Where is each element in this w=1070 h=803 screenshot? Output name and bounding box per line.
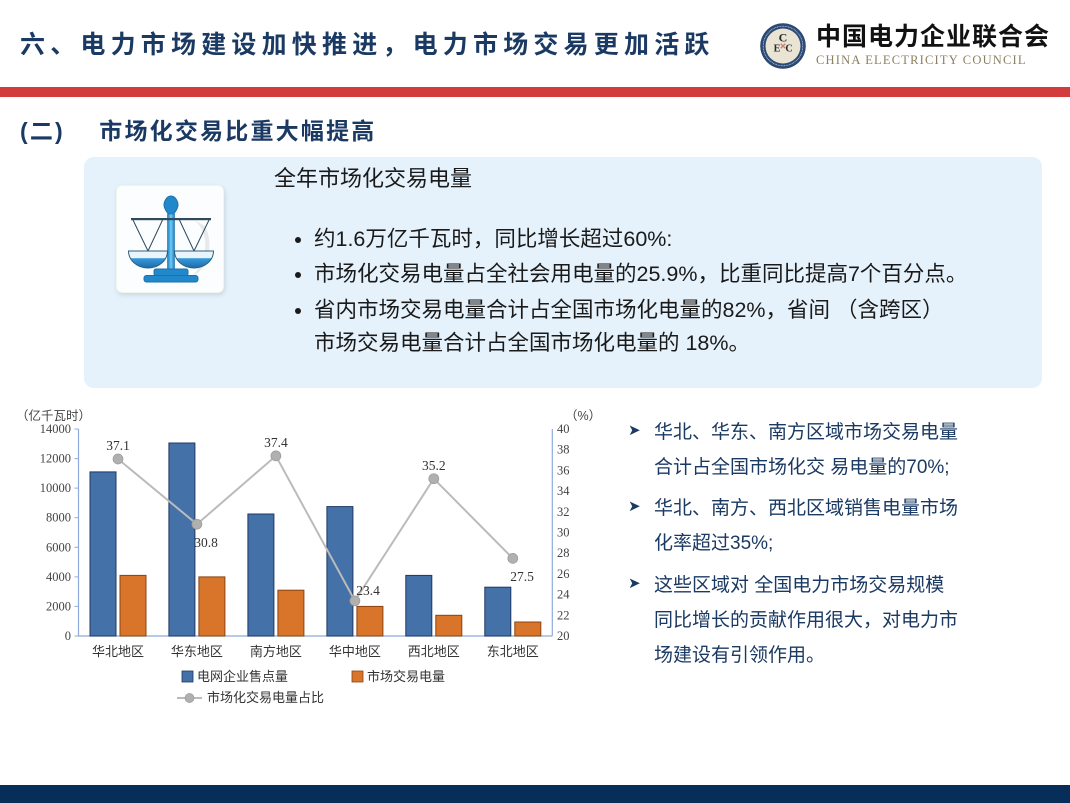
svg-text:华北地区: 华北地区: [92, 644, 144, 659]
svg-text:C: C: [779, 30, 788, 44]
svg-text:E: E: [774, 44, 781, 55]
svg-text:24: 24: [557, 588, 570, 602]
svg-text:市场交易电量: 市场交易电量: [367, 669, 445, 684]
svg-text:（%）: （%）: [565, 409, 600, 423]
svg-text:32: 32: [557, 505, 570, 519]
svg-text:东北地区: 东北地区: [487, 644, 539, 659]
svg-text:40: 40: [557, 422, 570, 436]
svg-text:南方地区: 南方地区: [250, 644, 302, 659]
svg-text:4000: 4000: [46, 570, 71, 584]
svg-text:27.5: 27.5: [510, 569, 534, 584]
svg-text:26: 26: [557, 567, 570, 581]
svg-text:28: 28: [557, 546, 570, 560]
svg-text:电网企业售点量: 电网企业售点量: [197, 669, 288, 684]
svg-text:23.4: 23.4: [356, 583, 380, 598]
svg-text:36: 36: [557, 463, 570, 477]
svg-text:22: 22: [557, 608, 570, 622]
svg-text:2000: 2000: [46, 599, 71, 613]
svg-text:华东地区: 华东地区: [171, 644, 223, 659]
svg-text:34: 34: [557, 484, 570, 498]
svg-text:西北地区: 西北地区: [408, 644, 460, 659]
svg-text:30: 30: [557, 526, 570, 540]
svg-text:10000: 10000: [40, 481, 71, 495]
svg-text:20: 20: [557, 629, 570, 643]
svg-text:12000: 12000: [40, 452, 71, 466]
svg-text:8000: 8000: [46, 511, 71, 525]
svg-text:38: 38: [557, 443, 570, 457]
svg-text:0: 0: [65, 629, 71, 643]
svg-text:37.1: 37.1: [106, 438, 130, 453]
svg-text:35.2: 35.2: [422, 458, 446, 473]
svg-text:（亿千瓦时）: （亿千瓦时）: [16, 408, 91, 423]
svg-text:华中地区: 华中地区: [329, 644, 381, 659]
svg-text:6000: 6000: [46, 540, 71, 554]
svg-text:14000: 14000: [40, 422, 71, 436]
svg-text:C: C: [785, 44, 792, 55]
svg-text:30.8: 30.8: [194, 535, 218, 550]
svg-text:市场化交易电量占比: 市场化交易电量占比: [207, 690, 324, 705]
svg-text:37.4: 37.4: [264, 435, 288, 450]
